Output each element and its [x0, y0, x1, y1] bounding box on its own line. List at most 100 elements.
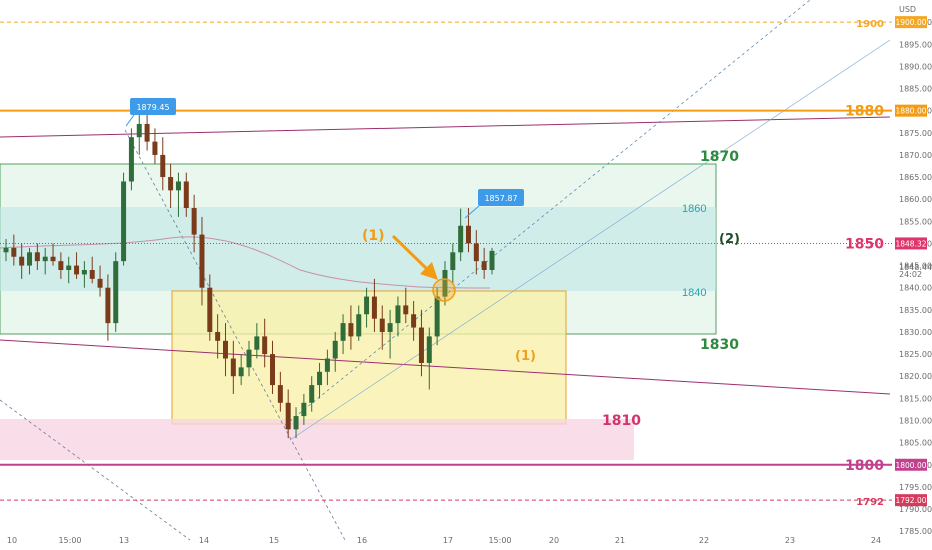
candle[interactable]: [66, 256, 72, 284]
price-tag-1900: [895, 16, 927, 29]
price-tag-text: 1880.00: [895, 107, 926, 116]
pink-zone[interactable]: [0, 419, 634, 460]
touch-point-circle[interactable]: [432, 278, 456, 302]
svg-text:1857.87: 1857.87: [484, 194, 517, 203]
candle[interactable]: [418, 309, 424, 377]
x-tick-label: 17: [443, 536, 453, 545]
candle[interactable]: [74, 252, 80, 279]
candle[interactable]: [332, 331, 338, 372]
candle[interactable]: [293, 407, 299, 439]
candle[interactable]: [473, 230, 479, 275]
price-tag-text: 1848.32: [895, 239, 926, 248]
upper-trend-line[interactable]: [0, 116, 891, 138]
annotations-layer: (1) 1879.45 1857.87 1870 1830 (2) 1860 1…: [125, 98, 740, 429]
candle[interactable]: [97, 265, 103, 297]
candle[interactable]: [199, 216, 205, 306]
candle[interactable]: [128, 128, 134, 191]
x-tick-label: 15:00: [58, 536, 81, 545]
candle[interactable]: [270, 340, 276, 394]
candle[interactable]: [403, 287, 409, 324]
candle[interactable]: [113, 252, 119, 332]
y-tick-label: 1820.00: [899, 372, 932, 381]
candle[interactable]: [152, 128, 158, 164]
candle[interactable]: [19, 243, 25, 279]
candle[interactable]: [458, 208, 464, 262]
candle[interactable]: [489, 247, 495, 275]
x-tick-label: 13: [119, 536, 129, 545]
x-axis-ticks: 10 15:00 13 14 15 16 17 15:00 20 21 22 23 24: [7, 536, 881, 545]
candle[interactable]: [144, 113, 150, 151]
candle[interactable]: [324, 349, 330, 386]
candle[interactable]: [222, 323, 228, 377]
level-label-1850: 1850: [845, 236, 884, 252]
candle[interactable]: [207, 274, 213, 341]
pink-zone-label: 1810: [602, 413, 641, 429]
candle[interactable]: [81, 261, 87, 288]
candle[interactable]: [348, 305, 354, 350]
candle[interactable]: [371, 278, 377, 332]
candle[interactable]: [11, 234, 17, 266]
annotation-arrow[interactable]: [391, 234, 432, 274]
candle[interactable]: [27, 247, 33, 275]
candle[interactable]: [301, 393, 307, 425]
y-tick-label: 1795.00: [899, 483, 932, 492]
rising-channel-line-a[interactable]: [284, 0, 811, 426]
candle[interactable]: [277, 371, 283, 412]
candle[interactable]: [105, 274, 111, 341]
candle[interactable]: [160, 137, 166, 191]
callout-swing-high[interactable]: 1857.87: [464, 189, 524, 219]
candle[interactable]: [309, 376, 315, 412]
candle[interactable]: [136, 115, 142, 155]
moving-average: [0, 236, 491, 289]
y-tick-label: 1875.00: [899, 129, 932, 138]
y-tick-label: 1840.00: [899, 284, 932, 293]
y-tick-label: 1785.00: [899, 527, 932, 536]
candle[interactable]: [215, 314, 221, 359]
candle[interactable]: [183, 172, 189, 217]
candle[interactable]: [395, 296, 401, 337]
candle[interactable]: [238, 354, 244, 386]
candle[interactable]: [50, 243, 56, 266]
lower-trend-line[interactable]: [0, 339, 891, 395]
candle[interactable]: [58, 252, 64, 279]
price-tag-text: 1800.00: [895, 461, 926, 470]
candle[interactable]: [3, 239, 9, 262]
candle[interactable]: [175, 172, 181, 217]
candle[interactable]: [34, 243, 40, 270]
candle[interactable]: [387, 309, 393, 359]
candle[interactable]: [379, 305, 385, 350]
candle[interactable]: [426, 327, 432, 390]
candle[interactable]: [450, 243, 456, 284]
candle[interactable]: [168, 163, 174, 209]
rising-channel-line-b[interactable]: [289, 39, 891, 441]
x-tick-label: 24: [871, 536, 881, 545]
candle[interactable]: [262, 318, 268, 368]
y-tick-label: 1895.00: [899, 40, 932, 49]
candle[interactable]: [230, 340, 236, 394]
candle[interactable]: [121, 172, 127, 266]
candle[interactable]: [285, 389, 291, 439]
candle[interactable]: [340, 314, 346, 355]
candle[interactable]: [42, 247, 48, 275]
x-tick-label: 21: [615, 536, 625, 545]
candle[interactable]: [364, 287, 370, 328]
annotation-arrowhead: [420, 262, 438, 280]
zone-label-1870: 1870: [700, 149, 739, 165]
callout-high[interactable]: 1879.45: [125, 98, 176, 127]
levels-layer: 1900 1880 1850 1800 1792: [0, 19, 892, 508]
candle[interactable]: [442, 261, 448, 306]
candle[interactable]: [317, 362, 323, 399]
candle[interactable]: [246, 340, 252, 377]
candle[interactable]: [191, 194, 197, 253]
y-tick-label: 1885.00: [899, 85, 932, 94]
price-tag-text: 1792.00: [895, 496, 926, 505]
candle[interactable]: [356, 305, 362, 341]
candle[interactable]: [434, 287, 440, 346]
candle[interactable]: [411, 300, 417, 341]
candle[interactable]: [481, 247, 487, 279]
price-tag-1880: [895, 104, 927, 117]
candle[interactable]: [89, 256, 95, 284]
candle[interactable]: [254, 323, 260, 359]
band-label-1840: 1840: [682, 287, 706, 299]
